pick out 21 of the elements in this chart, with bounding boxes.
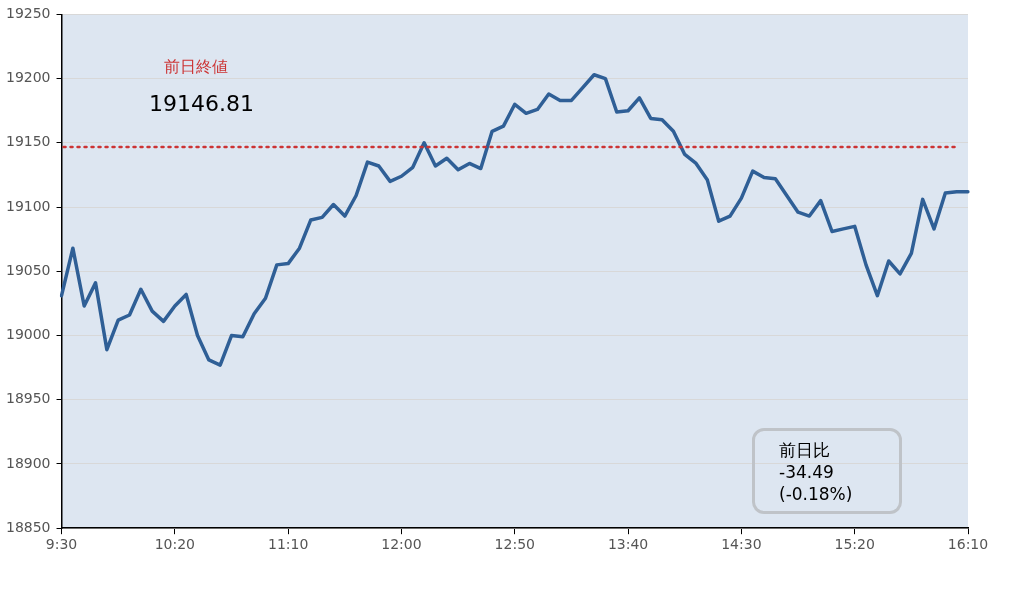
- y-tick-label: 19000: [5, 326, 51, 343]
- x-tick-label: 16:10: [947, 536, 989, 553]
- x-tick-label: 11:10: [267, 536, 309, 553]
- annotation: 前日比 -34.49 (-0.18%): [752, 428, 902, 514]
- x-tick-label: 10:20: [154, 536, 196, 553]
- ref-line-label: 前日終値: [163, 56, 228, 76]
- y-tick-label: 19150: [5, 133, 51, 150]
- y-tick-label: 18850: [5, 518, 51, 535]
- y-tick-label: 19200: [5, 69, 51, 86]
- x-tick-label: 15:20: [834, 536, 875, 553]
- x-tick-label: 14:30: [721, 536, 762, 553]
- x-tick-label: 12:00: [381, 536, 422, 553]
- x-tick-label: 9:30: [45, 536, 78, 553]
- y-tick-label: 18900: [5, 454, 51, 471]
- y-tick-label: 19050: [5, 261, 51, 278]
- y-tick-label: 19100: [5, 197, 51, 214]
- x-tick-label: 12:50: [494, 536, 535, 553]
- y-tick-label: 19250: [5, 5, 51, 22]
- x-tick-label: 13:40: [607, 536, 649, 553]
- y-tick-label: 18950: [5, 390, 51, 407]
- annotation: 19146.81: [149, 91, 255, 117]
